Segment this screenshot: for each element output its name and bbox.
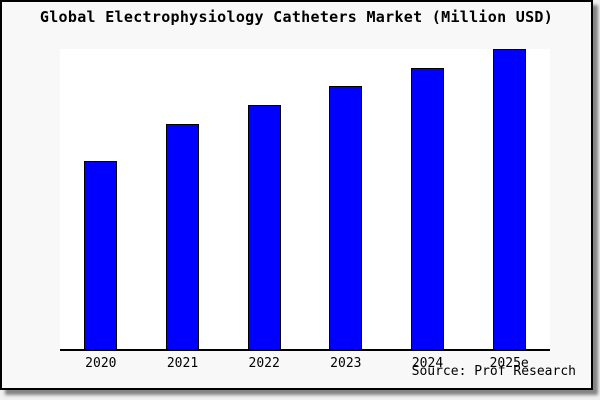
x-tick-label-2020: 2020 xyxy=(85,356,117,371)
x-tick-label-2024: 2024 xyxy=(411,356,444,371)
x-tick-label-2023: 2023 xyxy=(330,356,362,371)
chart-card: Global Electrophysiology Catheters Marke… xyxy=(0,0,593,390)
bar-2025e xyxy=(492,49,526,349)
x-tick-label-2025e: 2025e xyxy=(489,356,529,371)
plot-area xyxy=(60,49,550,351)
bar-2024 xyxy=(411,68,444,349)
source-credit: Source: Prof Research xyxy=(411,364,576,379)
x-tick-label-2022: 2022 xyxy=(248,356,280,371)
chart-title: Global Electrophysiology Catheters Marke… xyxy=(39,8,554,26)
bar-2023 xyxy=(329,86,363,349)
x-tick-label-2021: 2021 xyxy=(166,356,199,371)
bar-2021 xyxy=(166,124,199,349)
bar-2022 xyxy=(247,105,281,349)
bar-2020 xyxy=(84,161,118,349)
